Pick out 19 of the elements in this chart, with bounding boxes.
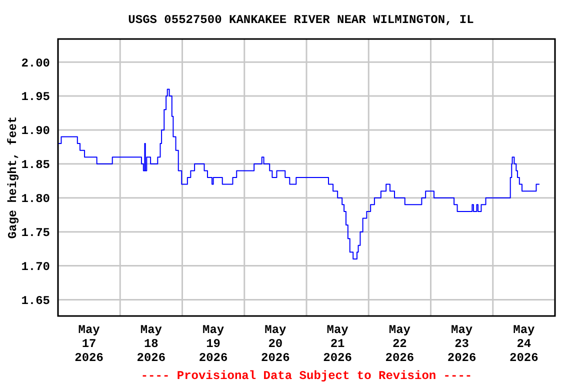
x-tick-label: May 23 2026 [447, 323, 476, 365]
y-tick-label: 1.90 [21, 124, 50, 138]
y-tick-label: 1.75 [21, 226, 50, 240]
x-tick-label: May 17 2026 [74, 323, 104, 365]
y-tick-label: 1.65 [21, 294, 50, 308]
text: ---- Provisional Data Subject to Revision ---- [140, 369, 472, 383]
y-tick-label: 1.80 [21, 192, 50, 206]
y-axis-title: Gage height, feet [6, 116, 20, 239]
x-tick-label: May 19 2026 [198, 323, 228, 365]
x-tick-label: May 20 2026 [261, 323, 290, 365]
y-tick-label: 1.95 [21, 90, 50, 104]
y-tick-label: 2.00 [21, 56, 50, 70]
y-tick-label: 1.85 [21, 158, 50, 172]
chart-title: USGS 05527500 KANKAKEE RIVER NEAR WILMINGTON, IL [128, 13, 474, 27]
x-tick-label: May 24 2026 [510, 323, 538, 365]
y-tick-label: 1.70 [21, 260, 50, 274]
x-tick-label: May 21 2026 [323, 323, 352, 365]
x-tick-label: May 18 2026 [136, 323, 166, 365]
x-tick-label: May 22 2026 [385, 323, 414, 365]
